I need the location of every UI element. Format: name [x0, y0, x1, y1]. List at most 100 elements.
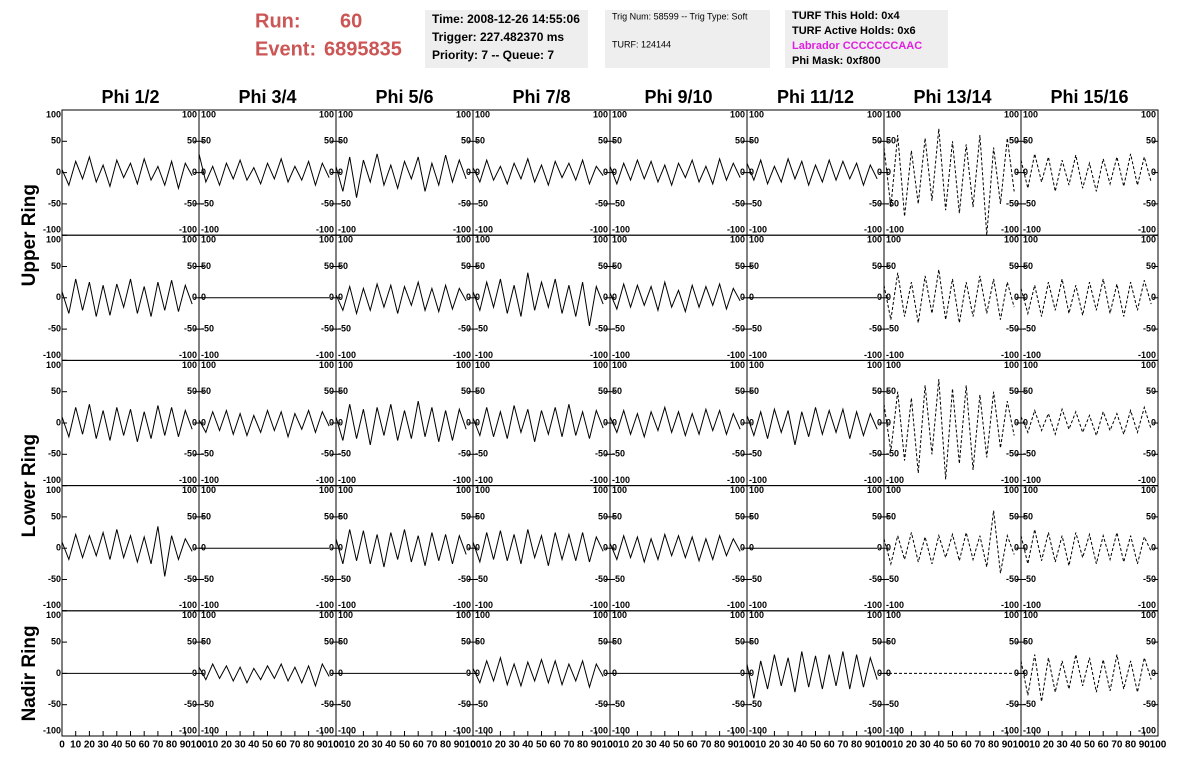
y-tick-label: 0 — [749, 167, 754, 177]
y-tick-label: -50 — [338, 449, 351, 459]
waveform — [883, 269, 1015, 323]
y-tick-label: 0 — [603, 292, 608, 302]
x-tick-label: 30 — [98, 740, 110, 751]
y-tick-label: 50 — [886, 386, 896, 396]
panel-frame — [883, 359, 1022, 487]
y-tick-label: -100 — [43, 725, 61, 735]
x-tick-label: 70 — [152, 740, 164, 751]
y-tick-label: 50 — [475, 386, 485, 396]
y-tick-label: 0 — [1014, 543, 1019, 553]
y-tick-label: -50 — [184, 449, 197, 459]
y-tick-label: 100 — [1023, 485, 1038, 495]
y-tick-label: 0 — [749, 668, 754, 678]
y-tick-label: -100 — [43, 475, 61, 485]
y-tick-label: 100 — [612, 485, 627, 495]
y-tick-label: 100 — [182, 235, 197, 245]
y-tick-label: -100 — [727, 725, 745, 735]
y-tick-label: 50 — [201, 386, 211, 396]
y-tick-label: 0 — [886, 543, 891, 553]
x-tick-label: 80 — [303, 740, 315, 751]
y-tick-label: 0 — [740, 668, 745, 678]
y-tick-label: 100 — [456, 485, 471, 495]
y-tick-label: -50 — [595, 449, 608, 459]
y-tick-label: -100 — [886, 225, 904, 235]
y-tick-label: 0 — [1023, 668, 1028, 678]
y-tick-label: 0 — [201, 543, 206, 553]
y-tick-label: -100 — [1138, 350, 1156, 360]
y-tick-label: 0 — [338, 417, 343, 427]
y-tick-label: -100 — [886, 600, 904, 610]
x-tick-label: 0 — [607, 740, 613, 751]
y-tick-label: -50 — [184, 574, 197, 584]
y-tick-label: -50 — [201, 699, 214, 709]
y-tick-label: 100 — [182, 360, 197, 370]
waveform — [1020, 153, 1152, 192]
y-tick-label: -100 — [612, 475, 630, 485]
y-tick-label: 50 — [1146, 511, 1156, 521]
y-tick-label: -50 — [201, 323, 214, 333]
y-tick-label: 100 — [749, 109, 764, 119]
panel-frame — [1020, 359, 1159, 487]
x-tick-label: 90 — [865, 740, 877, 751]
y-tick-label: -100 — [1023, 475, 1041, 485]
x-tick-label: 90 — [317, 740, 329, 751]
y-tick-label: -50 — [321, 699, 334, 709]
y-tick-label: -100 — [475, 225, 493, 235]
y-tick-label: 100 — [749, 360, 764, 370]
y-tick-label: 50 — [749, 511, 759, 521]
y-tick-label: 100 — [886, 235, 901, 245]
y-tick-label: 0 — [192, 167, 197, 177]
panel-frame — [1020, 485, 1159, 612]
y-tick-label: -50 — [612, 323, 625, 333]
y-tick-label: 50 — [598, 136, 608, 146]
column-title: Phi 1/2 — [101, 87, 159, 107]
column-title: Phi 5/6 — [375, 87, 433, 107]
y-tick-label: 100 — [867, 109, 882, 119]
x-tick-label: 70 — [289, 740, 301, 751]
y-tick-label: 0 — [329, 668, 334, 678]
x-tick-label: 60 — [824, 740, 836, 751]
panel-frame — [1020, 234, 1159, 361]
y-tick-label: 50 — [324, 261, 334, 271]
y-tick-label: 100 — [593, 109, 608, 119]
y-tick-label: 0 — [603, 543, 608, 553]
y-tick-label: 0 — [603, 668, 608, 678]
y-tick-label: 0 — [603, 167, 608, 177]
y-tick-label: 50 — [338, 636, 348, 646]
y-tick-label: 0 — [329, 167, 334, 177]
y-tick-label: -100 — [727, 600, 745, 610]
y-tick-label: 50 — [201, 636, 211, 646]
panel-frame — [335, 359, 474, 487]
y-tick-label: -100 — [612, 725, 630, 735]
y-tick-label: -100 — [179, 475, 197, 485]
y-tick-label: 0 — [338, 543, 343, 553]
row-title: Nadir Ring — [19, 625, 40, 721]
phi-mask: Phi Mask: 0xf800 — [792, 55, 881, 67]
x-tick-label: 30 — [646, 740, 658, 751]
labrador: Labrador CCCCCCCAAC — [792, 40, 922, 52]
x-tick-label: 30 — [235, 740, 247, 751]
y-tick-label: -100 — [590, 725, 608, 735]
event-number: 6895835 — [324, 38, 402, 60]
x-tick-label: 30 — [783, 740, 795, 751]
x-tick-label: 70 — [974, 740, 986, 751]
y-tick-label: 50 — [1146, 261, 1156, 271]
y-tick-label: 100 — [593, 610, 608, 620]
trigger: Trigger: 227.482370 ms — [432, 30, 564, 44]
y-tick-label: -100 — [1001, 225, 1019, 235]
panel-frame — [609, 485, 748, 612]
y-tick-label: 100 — [1141, 109, 1156, 119]
y-tick-label: 0 — [886, 668, 891, 678]
panel-frame — [61, 109, 200, 236]
y-tick-label: 0 — [1151, 167, 1156, 177]
y-tick-label: 100 — [319, 109, 334, 119]
y-tick-label: -100 — [1023, 600, 1041, 610]
column-title: Phi 11/12 — [777, 87, 854, 107]
y-tick-label: 100 — [730, 235, 745, 245]
y-tick-label: -50 — [1006, 323, 1019, 333]
x-tick-label: 40 — [385, 740, 397, 751]
y-tick-label: 0 — [201, 417, 206, 427]
y-tick-label: 100 — [338, 485, 353, 495]
y-tick-label: 100 — [456, 360, 471, 370]
column-title: Phi 7/8 — [512, 87, 570, 107]
